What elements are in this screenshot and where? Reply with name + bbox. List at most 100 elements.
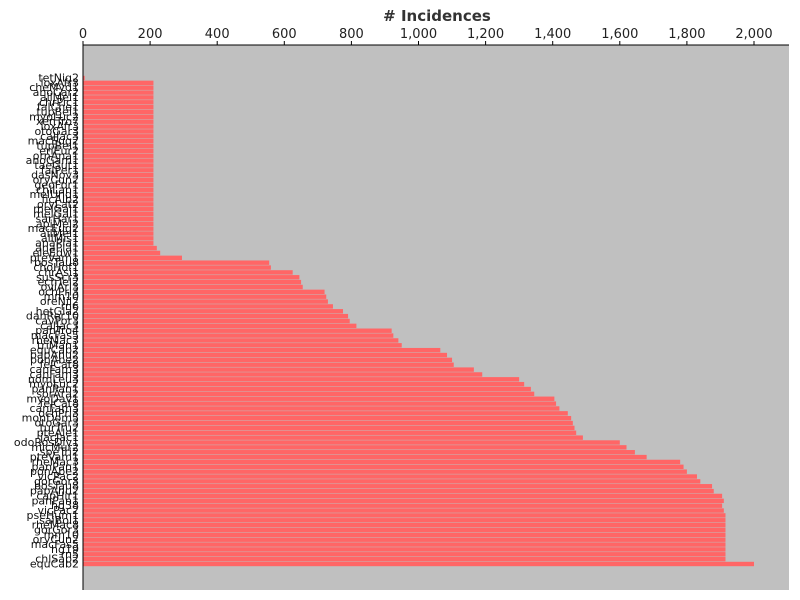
category-label-99: chlSab2	[35, 553, 79, 566]
bar-78	[83, 454, 647, 460]
category-label-22: geoFor1	[34, 178, 79, 191]
category-label-47: rn6	[61, 300, 79, 313]
category-label-82: vicPac2	[37, 470, 79, 483]
bar-7	[83, 109, 154, 115]
category-label-86: capHir1	[36, 489, 79, 502]
bar-62	[83, 377, 520, 382]
category-label-51: calJac3	[40, 319, 79, 332]
bar-25	[83, 197, 154, 202]
bar-33	[83, 236, 154, 241]
category-label-26: oryLat2	[37, 198, 79, 211]
chart-title: # Incidences	[383, 7, 491, 25]
bar-14	[83, 143, 154, 149]
category-label-63: myoLuc2	[29, 378, 79, 391]
bar-16	[83, 153, 154, 158]
bar-77	[83, 450, 635, 455]
bar-37	[83, 255, 182, 261]
category-label-38: bosTau8	[34, 256, 79, 269]
category-label-79: rheMac3	[32, 455, 79, 468]
bar-81	[83, 469, 687, 474]
category-label-52: panTro4	[35, 324, 79, 337]
bar-30	[83, 221, 154, 226]
category-label-48: hetGla2	[36, 305, 79, 318]
category-label-44: ochPri3	[38, 285, 79, 298]
category-label-78: pteVam1	[30, 451, 79, 464]
category-label-14: tupBel1	[36, 140, 79, 153]
category-label-91: saiBol1	[39, 514, 79, 527]
category-label-60: canFam3	[29, 363, 79, 376]
bar-73	[83, 430, 577, 435]
bar-28	[83, 211, 154, 217]
bar-38	[83, 260, 270, 265]
category-label-54: rheMac3	[32, 334, 79, 347]
category-label-59: felCat8	[40, 358, 79, 371]
bar-97	[83, 547, 726, 552]
category-label-71: otoGar3	[34, 417, 79, 430]
bar-32	[83, 231, 154, 236]
category-label-81: ponAbe2	[30, 465, 79, 478]
category-label-67: felCat8	[40, 397, 79, 410]
category-label-90: pseHum1	[27, 509, 79, 522]
bar-94	[83, 532, 726, 538]
category-label-61: canFam3	[29, 368, 79, 381]
category-label-4: ailMel1	[40, 91, 79, 104]
category-label-41: susScr3	[36, 271, 79, 284]
x-tick-label-10: 2,000	[735, 27, 772, 42]
bar-8	[83, 114, 154, 120]
x-tick-label-5: 1,000	[400, 27, 437, 42]
category-label-29: sarHar1	[35, 212, 79, 225]
bar-56	[83, 347, 441, 353]
bar-11	[83, 129, 154, 134]
category-label-49: danRer10	[26, 310, 79, 323]
bar-43	[83, 284, 303, 290]
bar-71	[83, 420, 573, 426]
category-label-3: anoCar2	[33, 86, 79, 99]
bar-24	[83, 192, 154, 197]
category-label-53: macFas5	[31, 329, 79, 342]
bar-51	[83, 323, 357, 329]
category-labels: tetNig2loxAfr3cheMyd1anoCar2ailMel1chrPi…	[14, 72, 79, 571]
bar-70	[83, 416, 572, 421]
bar-10	[83, 124, 154, 129]
bar-1	[83, 80, 154, 86]
x-tick-label-8: 1,600	[601, 27, 638, 42]
bar-63	[83, 381, 525, 387]
category-label-39: choHof1	[33, 261, 79, 274]
x-tick-label-2: 400	[205, 27, 230, 42]
category-label-57: papAnu2	[30, 349, 79, 362]
bar-58	[83, 357, 453, 363]
category-label-80: panPan1	[31, 460, 79, 473]
bar-76	[83, 445, 627, 450]
category-label-17: anoGam1	[26, 154, 79, 167]
category-label-50: cavPor3	[35, 315, 79, 328]
bar-75	[83, 440, 620, 445]
bar-88	[83, 503, 723, 508]
x-tick-label-9: 1,800	[668, 27, 705, 42]
bar-60	[83, 367, 474, 372]
category-label-30: apiMel2	[36, 217, 79, 230]
x-tick-label-1: 200	[138, 27, 163, 42]
category-label-85: papAnu2	[30, 485, 79, 498]
bar-79	[83, 459, 681, 465]
bar-42	[83, 279, 302, 285]
bar-99	[83, 556, 726, 562]
bar-26	[83, 202, 154, 207]
bar-50	[83, 318, 350, 324]
bar-89	[83, 508, 724, 513]
bar-9	[83, 119, 154, 124]
bar-13	[83, 138, 154, 144]
category-label-0: tetNig2	[38, 72, 79, 85]
bar-87	[83, 498, 724, 504]
category-label-34: anaPla1	[35, 237, 79, 250]
bar-6	[83, 104, 154, 110]
bar-49	[83, 313, 349, 319]
bar-80	[83, 464, 684, 469]
bar-96	[83, 542, 726, 547]
bar-59	[83, 362, 454, 367]
bar-21	[83, 177, 154, 183]
category-label-56: equCab2	[30, 344, 79, 357]
bar-69	[83, 411, 568, 416]
bar-3	[83, 90, 154, 95]
x-axis-ticks: 0 200 400 600 800 1,000 1,200 1,400 1,600 1,800 2,…	[79, 27, 773, 45]
bar-35	[83, 245, 157, 251]
